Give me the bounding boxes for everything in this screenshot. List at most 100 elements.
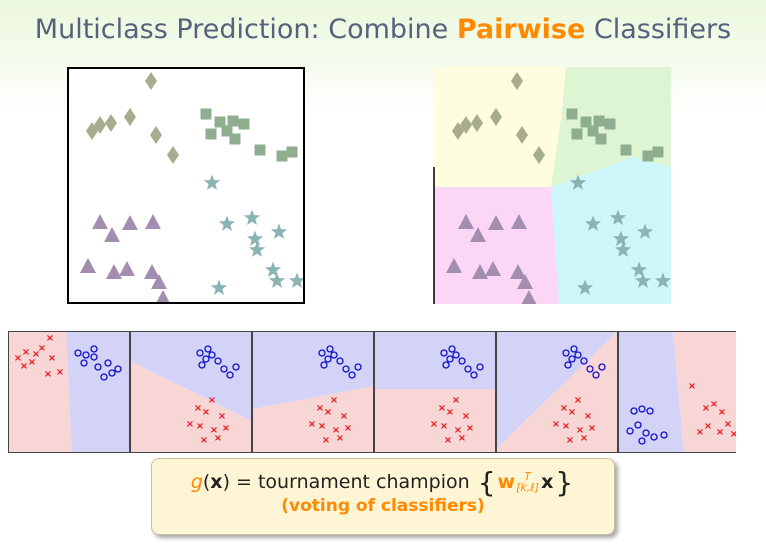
pairwise-frame bbox=[374, 331, 496, 453]
star-icon bbox=[612, 230, 630, 246]
star-icon bbox=[630, 261, 648, 277]
square-icon bbox=[254, 144, 266, 156]
triangle-icon bbox=[517, 274, 533, 289]
circle-icon bbox=[330, 351, 338, 359]
circle-icon bbox=[562, 349, 570, 357]
formula-g: g bbox=[190, 471, 203, 493]
circle-icon bbox=[326, 345, 334, 353]
cross-icon: × bbox=[718, 407, 726, 418]
circle-icon bbox=[114, 365, 122, 373]
star-icon bbox=[636, 223, 654, 239]
triangle-icon bbox=[446, 258, 462, 273]
cross-icon: × bbox=[322, 435, 330, 446]
pairwise-panel: ×××××××××× bbox=[496, 331, 618, 453]
cross-icon: × bbox=[444, 435, 452, 446]
diamond-icon bbox=[460, 116, 472, 134]
square-icon bbox=[595, 133, 607, 145]
cross-icon: × bbox=[462, 411, 470, 422]
circle-icon bbox=[586, 365, 594, 373]
cross-icon: × bbox=[28, 357, 36, 368]
triangle-icon bbox=[472, 264, 488, 279]
cross-icon: × bbox=[56, 367, 64, 378]
circle-icon bbox=[324, 355, 332, 363]
circle-icon bbox=[90, 345, 98, 353]
cross-icon: × bbox=[430, 419, 438, 430]
circle-icon bbox=[476, 363, 484, 371]
cross-icon: × bbox=[38, 343, 46, 354]
circle-icon bbox=[638, 405, 646, 413]
star-icon bbox=[609, 209, 627, 225]
formula-line: g(x) = tournament champion {w T [k,ℓ] x} bbox=[190, 465, 574, 499]
star-icon bbox=[288, 272, 305, 288]
cross-icon: × bbox=[702, 403, 710, 414]
star-icon bbox=[210, 279, 228, 295]
pairwise-panel: ×××××××××× bbox=[374, 331, 496, 453]
circle-icon bbox=[442, 361, 450, 369]
triangle-icon bbox=[104, 227, 120, 242]
circle-icon bbox=[592, 371, 600, 379]
cross-icon: × bbox=[568, 407, 576, 418]
cross-icon: × bbox=[318, 421, 326, 432]
title-suffix: Classifiers bbox=[585, 14, 732, 45]
pairwise-panel: ×××××××××× bbox=[252, 331, 374, 453]
cross-icon: × bbox=[696, 427, 704, 438]
title-highlight: Pairwise bbox=[456, 14, 586, 45]
square-icon bbox=[642, 150, 654, 162]
cross-icon: × bbox=[194, 403, 202, 414]
square-icon bbox=[238, 118, 250, 130]
cross-icon: × bbox=[574, 395, 582, 406]
circle-icon bbox=[214, 357, 222, 365]
cross-icon: × bbox=[710, 399, 718, 410]
cross-icon: × bbox=[724, 419, 732, 430]
triangle-icon bbox=[510, 264, 526, 279]
triangle-icon bbox=[119, 261, 135, 276]
circle-icon bbox=[354, 363, 362, 371]
pairwise-frame bbox=[130, 331, 252, 453]
square-icon bbox=[205, 128, 217, 140]
cross-icon: × bbox=[584, 411, 592, 422]
diamond-icon bbox=[471, 114, 483, 132]
circle-icon bbox=[202, 355, 210, 363]
circle-icon bbox=[458, 357, 466, 365]
star-icon bbox=[248, 241, 266, 257]
triangle-icon bbox=[92, 214, 108, 229]
cross-icon: × bbox=[454, 425, 462, 436]
square-icon bbox=[566, 108, 578, 120]
cross-icon: × bbox=[44, 369, 52, 380]
circle-icon bbox=[198, 361, 206, 369]
circle-icon bbox=[74, 349, 82, 357]
cross-icon: × bbox=[340, 411, 348, 422]
formula-x: x bbox=[210, 471, 223, 493]
triangle-icon bbox=[458, 214, 474, 229]
star-icon bbox=[218, 215, 236, 231]
formula-superscript: T bbox=[524, 470, 531, 483]
cross-icon: × bbox=[332, 425, 340, 436]
circle-icon bbox=[638, 437, 646, 445]
cross-icon: × bbox=[552, 419, 560, 430]
circle-icon bbox=[642, 429, 650, 437]
square-icon bbox=[604, 118, 616, 130]
cross-icon: × bbox=[186, 419, 194, 430]
circle-icon bbox=[100, 373, 108, 381]
pairwise-panel: ×××××××××× bbox=[130, 331, 252, 453]
square-icon bbox=[571, 128, 583, 140]
cross-icon: × bbox=[14, 353, 22, 364]
circle-icon bbox=[104, 359, 112, 367]
formula-subscript: [k,ℓ] bbox=[516, 481, 540, 494]
pairwise-frame bbox=[496, 331, 618, 453]
slide-title: Multiclass Prediction: Combine Pairwise … bbox=[0, 14, 766, 45]
cross-icon: × bbox=[446, 407, 454, 418]
left-brace: { bbox=[477, 465, 496, 499]
circle-icon bbox=[464, 365, 472, 373]
cross-icon: × bbox=[214, 433, 222, 444]
region-diamond bbox=[433, 67, 566, 187]
diamond-icon bbox=[124, 108, 136, 126]
formula-w: w bbox=[497, 471, 516, 493]
decision-regions-panel bbox=[433, 67, 671, 304]
star-icon bbox=[654, 272, 671, 288]
pairwise-classifiers-strip: ×× ××××××××× ×××× ×××× ×× ×××× ×××× ×× ×××× ×××× ×… bbox=[8, 331, 736, 453]
square-icon bbox=[652, 146, 664, 158]
cross-icon: × bbox=[308, 419, 316, 430]
diamond-icon bbox=[105, 114, 117, 132]
diamond-icon bbox=[150, 126, 162, 144]
